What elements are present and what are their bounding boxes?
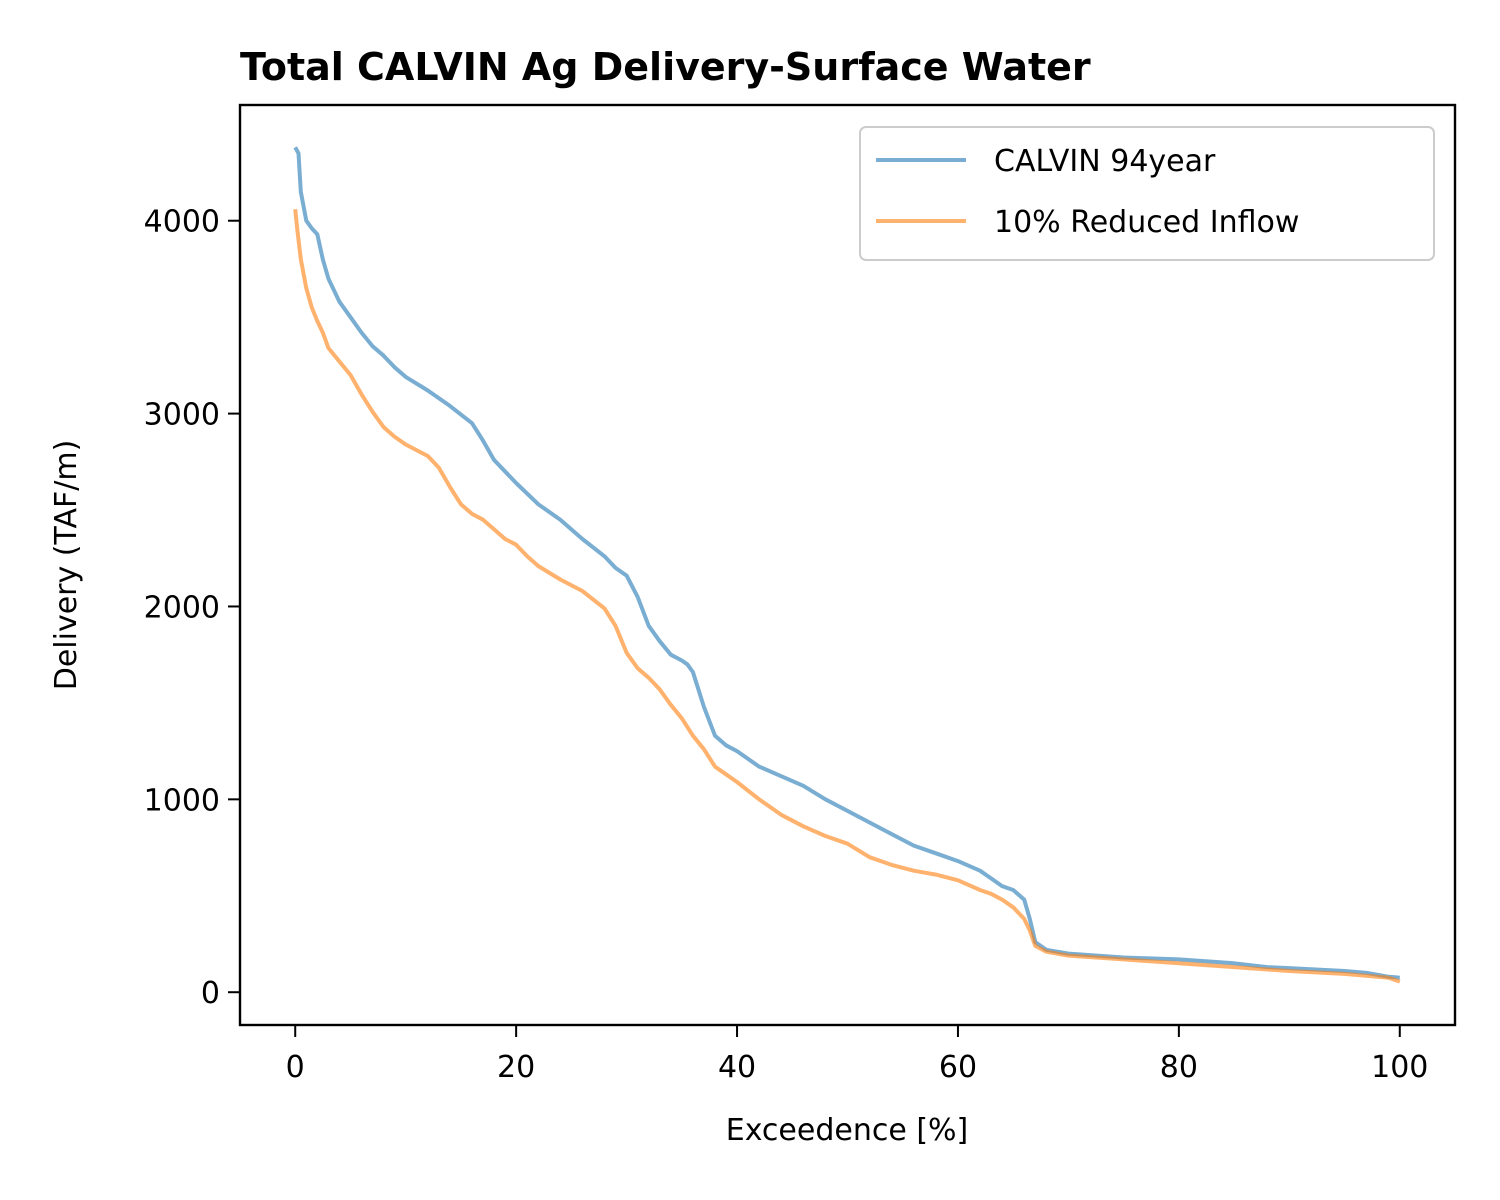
y-tick-label: 4000	[144, 205, 220, 240]
series-line-0	[293, 146, 1400, 980]
legend-box	[859, 126, 1435, 261]
chart-title: Total CALVIN Ag Delivery-Surface Water	[240, 45, 1091, 89]
y-axis-title: Delivery (TAF/m)	[49, 440, 84, 691]
x-tick-label: 20	[497, 1050, 535, 1085]
plot-lines	[293, 146, 1401, 984]
legend: CALVIN 94year 10% Reduced Inflow	[859, 126, 1435, 261]
x-tick-label: 60	[939, 1050, 977, 1085]
x-tick-label: 0	[286, 1050, 305, 1085]
legend-label-reduced-inflow: 10% Reduced Inflow	[994, 205, 1299, 240]
y-tick-label: 1000	[144, 783, 220, 818]
x-axis-title: Exceedence [%]	[726, 1113, 969, 1148]
y-tick-label: 3000	[144, 398, 220, 433]
x-tick-label: 100	[1371, 1050, 1428, 1085]
x-tick-label: 40	[718, 1050, 756, 1085]
x-tick-label: 80	[1160, 1050, 1198, 1085]
legend-label-calvin-94year: CALVIN 94year	[994, 144, 1216, 179]
y-tick-label: 0	[201, 976, 220, 1011]
plot-frame	[238, 103, 1457, 1027]
y-tick-label: 2000	[144, 590, 220, 625]
y-ticks: 0 1000 2000 3000 4000	[144, 205, 240, 1011]
x-ticks: 0 20 40 60 80 100	[286, 1025, 1428, 1085]
series-line-1	[293, 208, 1401, 984]
